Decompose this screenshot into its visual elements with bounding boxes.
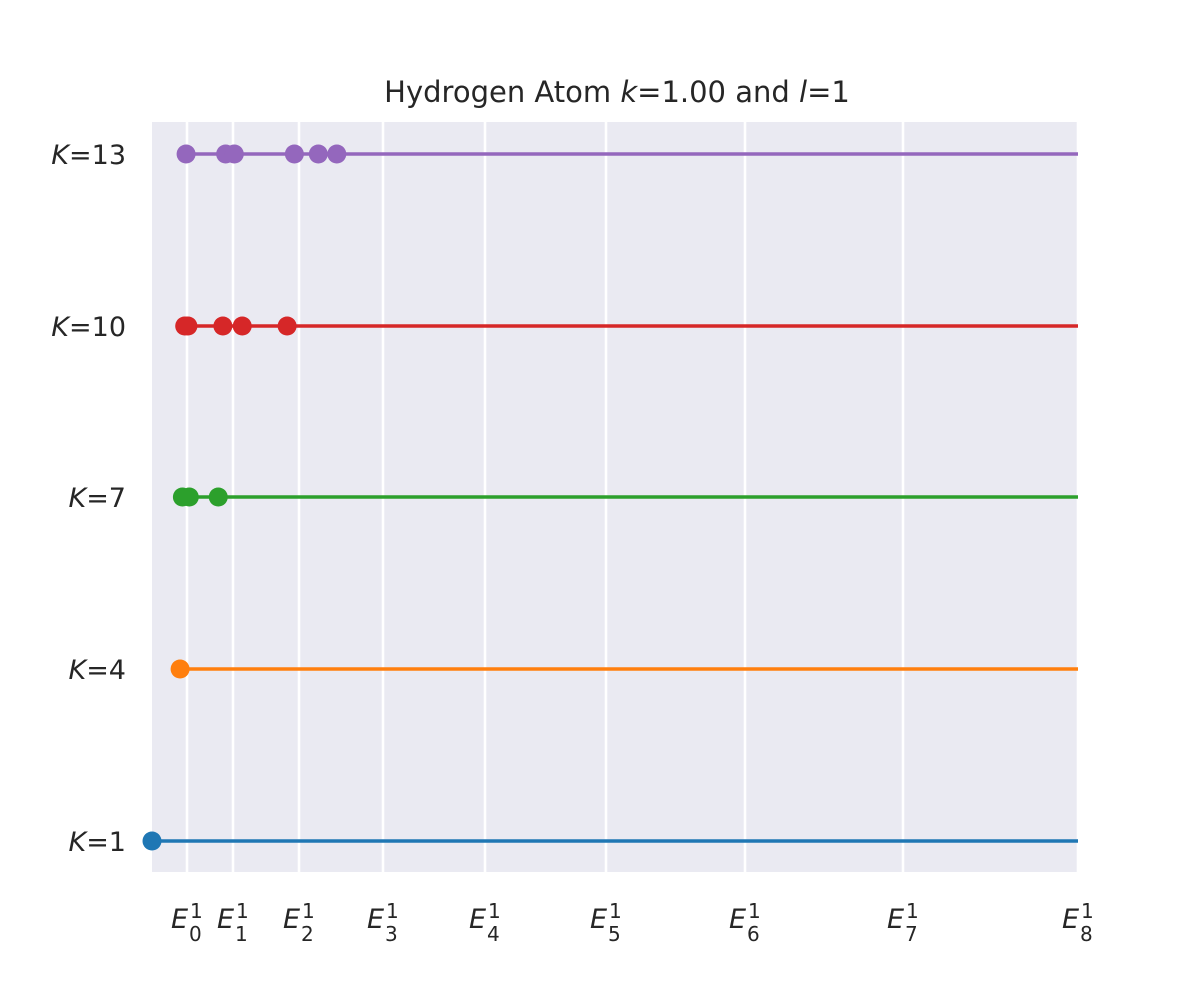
svg-text:1: 1 (302, 899, 315, 923)
y-tick-label: K=13 (51, 140, 126, 171)
svg-text:6: 6 (747, 922, 760, 946)
series-K4 (170, 659, 1078, 679)
svg-text:1: 1 (386, 899, 399, 923)
y-tick-label: K=7 (68, 483, 126, 514)
svg-text:E: E (590, 904, 607, 935)
svg-text:1: 1 (1081, 899, 1094, 923)
svg-text:1: 1 (748, 899, 761, 923)
svg-text:2: 2 (301, 922, 314, 946)
data-point (176, 144, 196, 164)
data-point (179, 487, 199, 507)
svg-text:1: 1 (235, 922, 248, 946)
svg-text:E: E (217, 904, 234, 935)
svg-text:4: 4 (487, 922, 500, 946)
x-tick-labels: E 10 E 11 E 12 E 13 E 14 E 15 E 16 E 17 E 18 (171, 899, 1094, 946)
series-K7 (172, 487, 1078, 507)
series-K10 (175, 316, 1078, 336)
data-point (178, 316, 198, 336)
x-tick-label: E 17 (887, 899, 919, 946)
svg-text:K=1: K=1 (68, 827, 126, 858)
svg-text:K=13: K=13 (51, 140, 126, 171)
x-tick-label: E 13 (367, 899, 399, 946)
y-tick-label: K=10 (51, 312, 126, 343)
title-k-symbol: k (620, 75, 638, 109)
data-point (170, 659, 190, 679)
svg-text:K=10: K=10 (51, 312, 126, 343)
data-point (277, 316, 297, 336)
svg-text:1: 1 (190, 899, 203, 923)
svg-text:E: E (367, 904, 384, 935)
title-l-value: =1 (807, 75, 850, 109)
title-k-value: =1.00 and (637, 75, 799, 109)
svg-text:3: 3 (385, 922, 398, 946)
svg-text:E: E (171, 904, 188, 935)
svg-text:E: E (283, 904, 300, 935)
svg-text:1: 1 (488, 899, 501, 923)
data-point (284, 144, 304, 164)
series-K13 (176, 144, 1078, 164)
x-tick-label: E 18 (1062, 899, 1094, 946)
data-point (208, 487, 228, 507)
series-layer (142, 144, 1078, 851)
x-tick-label: E 11 (217, 899, 249, 946)
svg-text:E: E (1062, 904, 1079, 935)
svg-text:0: 0 (189, 922, 202, 946)
x-tick-label: E 10 (171, 899, 203, 946)
x-tick-label: E 15 (590, 899, 622, 946)
data-point (224, 144, 244, 164)
chart-title: Hydrogen Atom k=1.00 and l=1 (384, 75, 850, 109)
series-K1 (142, 831, 1078, 851)
svg-text:1: 1 (236, 899, 249, 923)
svg-text:8: 8 (1080, 922, 1093, 946)
data-point (308, 144, 328, 164)
x-tick-label: E 12 (283, 899, 315, 946)
y-tick-label: K=4 (68, 655, 126, 686)
svg-text:K=4: K=4 (68, 655, 126, 686)
svg-text:5: 5 (608, 922, 621, 946)
svg-text:7: 7 (905, 922, 918, 946)
y-tick-labels: K=1 K=4 K=7 K=10 K=13 (51, 140, 126, 858)
data-point (213, 316, 233, 336)
data-point (142, 831, 162, 851)
svg-text:1: 1 (906, 899, 919, 923)
svg-text:E: E (729, 904, 746, 935)
svg-text:K=7: K=7 (68, 483, 126, 514)
x-tick-label: E 16 (729, 899, 761, 946)
title-prefix: Hydrogen Atom (384, 75, 620, 109)
data-point (232, 316, 252, 336)
svg-text:1: 1 (609, 899, 622, 923)
y-tick-label: K=1 (68, 827, 126, 858)
title-l-symbol: l (799, 75, 807, 109)
svg-text:E: E (469, 904, 486, 935)
data-point (327, 144, 347, 164)
svg-text:E: E (887, 904, 904, 935)
x-tick-label: E 14 (469, 899, 501, 946)
